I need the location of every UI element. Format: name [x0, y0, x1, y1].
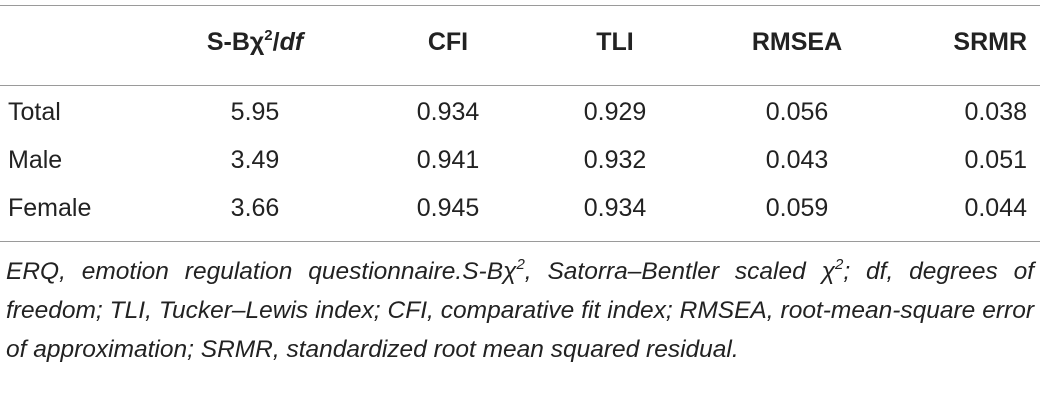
footnote-sup: 2: [835, 256, 844, 273]
cell-value: 0.043: [765, 146, 829, 174]
header-italic: df: [279, 28, 304, 56]
row-label: Total: [8, 98, 61, 126]
cell-value: 0.051: [964, 146, 1027, 174]
footnote: ERQ, emotion regulation questionnaire.S-…: [6, 252, 1034, 369]
cell-value: 3.49: [230, 146, 280, 174]
footnote-sup: 2: [516, 256, 525, 273]
cell-value: 0.934: [416, 98, 480, 126]
column-header: S-Bχ2/df: [207, 27, 303, 57]
cell-value: 0.038: [964, 98, 1027, 126]
cell-value: 5.95: [230, 98, 280, 126]
header-slash: /: [272, 28, 280, 56]
column-header: TLI: [596, 28, 634, 56]
header-base: S-Bχ: [206, 28, 265, 56]
column-header: CFI: [427, 28, 469, 56]
cell-value: 0.056: [765, 98, 829, 126]
cell-value: 0.044: [964, 194, 1027, 222]
footnote-text: , Satorra–Bentler scaled χ: [524, 258, 836, 285]
cell-value: 0.941: [416, 146, 480, 174]
cell-value: 0.929: [583, 98, 647, 126]
cell-value: 3.66: [230, 194, 280, 222]
row-label: Female: [8, 194, 92, 222]
row-label: Male: [8, 146, 63, 174]
cell-value: 0.932: [583, 146, 647, 174]
bottom-rule: [0, 241, 1040, 242]
cell-value: 0.059: [765, 194, 829, 222]
header-rule: [0, 85, 1040, 86]
footnote-text: ERQ, emotion regulation questionnaire.S-…: [6, 258, 517, 285]
cell-value: 0.945: [416, 194, 480, 222]
footnote-text: ; df, degrees of freedom; TLI, Tucker–Le…: [6, 258, 1035, 363]
top-rule: [0, 5, 1040, 6]
cell-value: 0.934: [583, 194, 647, 222]
column-header: RMSEA: [751, 28, 843, 56]
header-sup: 2: [264, 27, 273, 44]
column-header: SRMR: [953, 28, 1027, 56]
